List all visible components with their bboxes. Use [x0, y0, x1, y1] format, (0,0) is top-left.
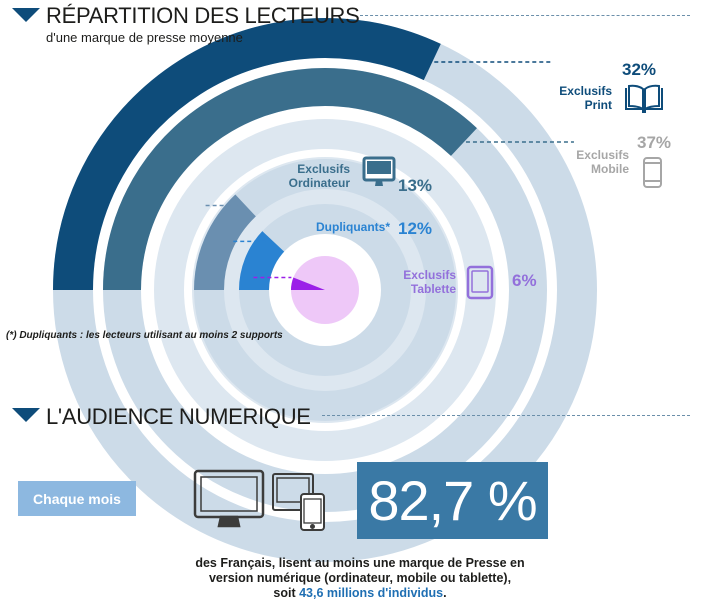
label-dupliquants: Dupliquants*: [316, 220, 390, 234]
section1-title-rule: [360, 15, 690, 16]
section2-title-rule: [322, 415, 690, 416]
smartphone-icon: [643, 157, 662, 188]
ring-bars: [53, 18, 477, 291]
pct-exclusifs-tablette: 6%: [512, 271, 537, 290]
bar-dupliquants: [239, 231, 285, 291]
desktop-computer-icon: [193, 469, 265, 528]
leader-lines: [205, 61, 574, 279]
pct-exclusifs-mobile: 37%: [637, 133, 672, 152]
audience-value-box: 82,7 %: [357, 462, 548, 539]
section1-subtitle: d'une marque de presse moyenne: [46, 30, 243, 45]
audience-caption-highlight: 43,6 millions d'individus: [299, 586, 444, 600]
bar-exclusifs-tablette: [291, 277, 325, 290]
label-exclusifs-tablette: Exclusifs Tablette: [403, 268, 456, 296]
audience-caption-suffix: .: [443, 586, 447, 600]
label-exclusifs-mobile: Exclusifs Mobile: [576, 148, 629, 176]
section1-title-marker: [12, 8, 40, 22]
background-ring-1: [192, 157, 458, 423]
label-exclusifs-print: Exclusifs Print: [559, 84, 612, 112]
book-icon: [625, 84, 663, 113]
pct-exclusifs-ordinateur: 13%: [398, 176, 433, 195]
chaque-mois-button[interactable]: Chaque mois: [18, 481, 136, 516]
tablet-icon: [466, 265, 494, 300]
audience-caption-prefix: soit: [273, 586, 300, 600]
section1-title: RÉPARTITION DES LECTEURS: [46, 3, 360, 28]
bar-exclusifs-ordinateur: [194, 194, 257, 291]
audience-caption-line2: version numérique (ordinateur, mobile ou…: [208, 571, 512, 585]
section2-title-marker: [12, 408, 40, 422]
background-ring-0: [154, 119, 496, 461]
audience-caption: des Français, lisent au moins une marque…: [155, 556, 565, 601]
bar-exclusifs-print: [53, 18, 441, 291]
section2-title: L'AUDIENCE NUMERIQUE: [46, 404, 311, 429]
bar-exclusifs-mobile: [103, 68, 477, 291]
pct-exclusifs-print: 32%: [622, 60, 657, 79]
monitor-with-phone-icon: [272, 473, 325, 531]
pct-dupliquants: 12%: [398, 219, 433, 238]
monitor-icon: [362, 156, 396, 186]
chart-footnote: (*) Dupliquants : les lecteurs utilisant…: [6, 330, 283, 341]
audience-caption-line1: des Français, lisent au moins une marque…: [195, 556, 525, 570]
label-exclusifs-ordinateur: Exclusifs Ordinateur: [288, 162, 350, 190]
